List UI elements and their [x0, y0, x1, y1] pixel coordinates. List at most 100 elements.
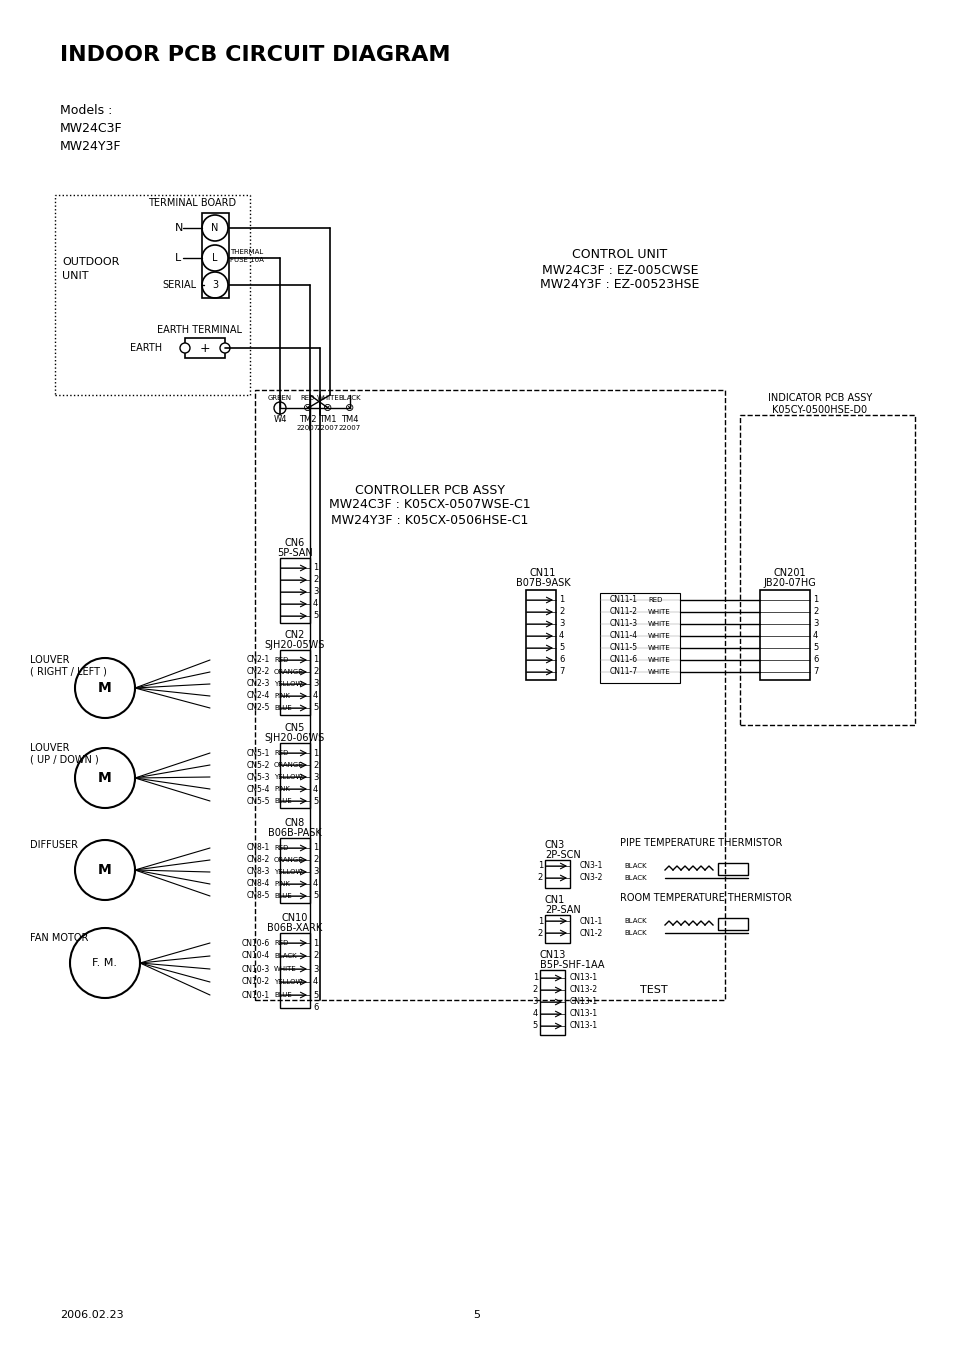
Text: 7: 7: [812, 667, 818, 677]
Text: CN5-2: CN5-2: [247, 761, 270, 770]
Text: WHITE: WHITE: [316, 394, 339, 401]
Text: GREEN: GREEN: [268, 394, 292, 401]
Circle shape: [274, 403, 286, 413]
Text: FUSE 10A: FUSE 10A: [230, 257, 264, 263]
Text: ORANGE: ORANGE: [274, 857, 303, 863]
Bar: [740, 415, 914, 725]
Text: B5P-SHF-1AA: B5P-SHF-1AA: [539, 961, 604, 970]
Text: 2: 2: [313, 951, 318, 961]
Text: PINK: PINK: [274, 786, 290, 792]
Text: CN8: CN8: [285, 817, 305, 828]
Text: ⊗: ⊗: [303, 403, 313, 413]
Text: CN5-3: CN5-3: [246, 773, 270, 781]
Text: 4: 4: [532, 1009, 537, 1019]
Bar: [718, 863, 747, 875]
Text: 22007: 22007: [296, 426, 319, 431]
Text: MW24C3F: MW24C3F: [60, 122, 123, 135]
Text: MW24C3F : K05CX-0507WSE-C1: MW24C3F : K05CX-0507WSE-C1: [329, 499, 530, 512]
Text: 3: 3: [212, 280, 218, 290]
Text: YELLOW: YELLOW: [274, 774, 302, 780]
Text: BLACK: BLACK: [623, 917, 646, 924]
Bar: [55, 195, 250, 394]
Text: WHITE: WHITE: [647, 621, 670, 627]
Circle shape: [202, 272, 228, 299]
Text: ROOM TEMPERATURE THERMISTOR: ROOM TEMPERATURE THERMISTOR: [619, 893, 791, 902]
Text: CN201: CN201: [773, 567, 805, 578]
Text: CN11-3: CN11-3: [609, 620, 638, 628]
Text: 2P-SCN: 2P-SCN: [544, 850, 580, 861]
Text: MW24Y3F: MW24Y3F: [60, 139, 121, 153]
Text: CN11-4: CN11-4: [609, 631, 638, 640]
Text: CONTROLLER PCB ASSY: CONTROLLER PCB ASSY: [355, 484, 504, 497]
Text: 5: 5: [812, 643, 818, 653]
Bar: [185, 338, 225, 358]
Text: ⊗: ⊗: [323, 403, 333, 413]
Text: 3: 3: [558, 620, 564, 628]
Text: DIFFUSER: DIFFUSER: [30, 840, 78, 850]
Text: CN11-5: CN11-5: [609, 643, 638, 653]
Text: CN13: CN13: [539, 950, 566, 961]
Text: CN11-7: CN11-7: [609, 667, 638, 677]
Text: CN2: CN2: [285, 630, 305, 640]
Text: CN8-5: CN8-5: [247, 892, 270, 901]
Text: 4: 4: [313, 692, 318, 701]
Text: INDOOR PCB CIRCUIT DIAGRAM: INDOOR PCB CIRCUIT DIAGRAM: [60, 45, 450, 65]
Text: 2: 2: [558, 608, 563, 616]
Text: UNIT: UNIT: [62, 272, 89, 281]
Text: 22007: 22007: [338, 426, 361, 431]
Text: CN8-2: CN8-2: [247, 855, 270, 865]
Text: RED: RED: [647, 597, 661, 603]
Text: CN5-4: CN5-4: [246, 785, 270, 793]
Text: CN3: CN3: [544, 840, 565, 850]
Circle shape: [75, 658, 135, 717]
Text: WHITE: WHITE: [647, 609, 670, 615]
Text: CN13-1: CN13-1: [569, 1021, 598, 1031]
Text: 1: 1: [537, 862, 542, 870]
Text: 1: 1: [313, 748, 318, 758]
Text: 4: 4: [558, 631, 563, 640]
Text: M: M: [98, 863, 112, 877]
Text: FAN MOTOR: FAN MOTOR: [30, 934, 89, 943]
Text: INDICATOR PCB ASSY: INDICATOR PCB ASSY: [767, 393, 871, 403]
Text: MW24C3F : EZ-005CWSE: MW24C3F : EZ-005CWSE: [541, 263, 698, 277]
Text: PIPE TEMPERATURE THERMISTOR: PIPE TEMPERATURE THERMISTOR: [619, 838, 781, 848]
Text: TERMINAL BOARD: TERMINAL BOARD: [148, 199, 235, 208]
Text: 7: 7: [558, 667, 564, 677]
Text: CN5-5: CN5-5: [246, 797, 270, 805]
Circle shape: [75, 840, 135, 900]
Text: SJH20-05WS: SJH20-05WS: [265, 640, 325, 650]
Text: CN11: CN11: [529, 567, 556, 578]
Text: BLACK: BLACK: [338, 394, 361, 401]
Text: 2: 2: [532, 985, 537, 994]
Bar: [280, 650, 310, 715]
Text: EARTH: EARTH: [130, 343, 162, 353]
Text: 5: 5: [473, 1310, 480, 1320]
Text: 2: 2: [313, 576, 318, 585]
Text: CN8-4: CN8-4: [247, 880, 270, 889]
Text: 5: 5: [313, 892, 318, 901]
Text: 2006.02.23: 2006.02.23: [60, 1310, 124, 1320]
Text: CN2-2: CN2-2: [247, 667, 270, 677]
Text: CN11-6: CN11-6: [609, 655, 638, 665]
Circle shape: [180, 343, 190, 353]
Text: 3: 3: [313, 965, 318, 974]
Text: 6: 6: [812, 655, 818, 665]
Circle shape: [202, 245, 228, 272]
Text: YELLOW: YELLOW: [274, 869, 302, 875]
Text: BLUE: BLUE: [274, 705, 292, 711]
Text: WHITE: WHITE: [647, 669, 670, 676]
Text: CN11-1: CN11-1: [609, 596, 638, 604]
Text: 5: 5: [532, 1021, 537, 1031]
Text: RED: RED: [274, 844, 288, 851]
Text: 3: 3: [313, 680, 318, 689]
Text: TM2: TM2: [299, 416, 316, 424]
Text: 4: 4: [812, 631, 818, 640]
Text: CN8-3: CN8-3: [247, 867, 270, 877]
Text: PINK: PINK: [274, 693, 290, 698]
Text: CN10-3: CN10-3: [241, 965, 270, 974]
Text: F. M.: F. M.: [92, 958, 117, 969]
Text: WHITE: WHITE: [647, 657, 670, 663]
Text: CN10-1: CN10-1: [242, 990, 270, 1000]
Text: 4: 4: [313, 978, 318, 986]
Text: CN5: CN5: [285, 723, 305, 734]
